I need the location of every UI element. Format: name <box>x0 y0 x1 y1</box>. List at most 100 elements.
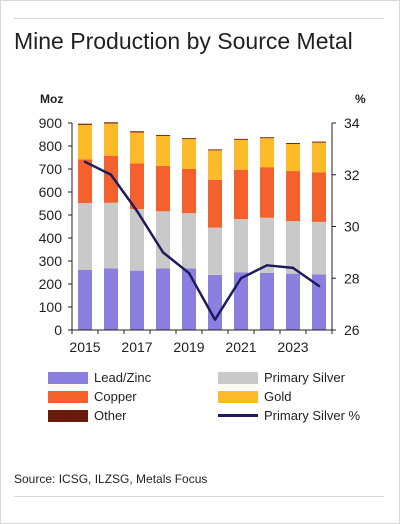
bar-copper-2015 <box>78 159 92 204</box>
point-primary-silver-pct-2020 <box>213 318 217 321</box>
bar-lead-zinc-2022 <box>260 272 274 330</box>
point-primary-silver-pct-2024 <box>317 284 321 288</box>
bar-lead-zinc-2015 <box>78 269 92 330</box>
bar-primary-silver-2020 <box>208 227 222 275</box>
bar-copper-2022 <box>260 167 274 218</box>
bar-copper-2020 <box>208 179 222 228</box>
bar-copper-2024 <box>312 172 326 222</box>
bar-lead-zinc-2023 <box>286 273 300 330</box>
bar-other-2024 <box>312 141 326 143</box>
bar-gold-2020 <box>208 150 222 180</box>
bar-lead-zinc-2020 <box>208 274 222 330</box>
point-primary-silver-pct-2021 <box>239 277 243 280</box>
legend-label-lead-zinc: Lead/Zinc <box>94 370 152 385</box>
bar-other-2015 <box>78 123 92 125</box>
left-tick-label-0: 0 <box>54 322 62 338</box>
point-primary-silver-pct-2018 <box>161 251 165 254</box>
source-note: Source: ICSG, ILZSG, Metals Focus <box>14 472 208 486</box>
right-axis-unit: % <box>355 92 366 106</box>
left-axis-unit: Moz <box>40 92 64 106</box>
point-primary-silver-pct-2023 <box>291 266 295 270</box>
left-tick-label-600: 600 <box>39 184 63 200</box>
bar-other-2022 <box>260 137 274 139</box>
right-tick-label-32: 32 <box>344 167 360 183</box>
point-primary-silver-pct-2016 <box>109 173 113 176</box>
bar-lead-zinc-2021 <box>234 272 248 330</box>
bar-gold-2021 <box>234 139 248 170</box>
right-tick-label-28: 28 <box>344 270 360 286</box>
bar-primary-silver-2023 <box>286 221 300 274</box>
legend-swatch-copper <box>48 390 88 403</box>
legend-label-copper: Copper <box>94 389 137 404</box>
bar-copper-2016 <box>104 155 118 203</box>
left-tick-label-200: 200 <box>39 276 63 292</box>
title-rule <box>14 18 384 19</box>
bar-copper-2018 <box>156 165 170 212</box>
point-primary-silver-pct-2022 <box>265 264 269 267</box>
right-tick-label-30: 30 <box>344 219 360 235</box>
bar-lead-zinc-2019 <box>182 268 196 330</box>
legend-swatch-lead-zinc <box>48 371 88 384</box>
x-tick-label-2017: 2017 <box>121 339 152 355</box>
bar-gold-2017 <box>130 132 144 164</box>
x-tick-label-2019: 2019 <box>173 339 204 355</box>
legend-item-primary-silver-pct: Primary Silver % <box>218 408 360 423</box>
bar-lead-zinc-2017 <box>130 270 144 330</box>
bar-primary-silver-2017 <box>130 209 144 271</box>
left-tick-label-700: 700 <box>39 161 63 177</box>
bar-other-2019 <box>182 138 196 140</box>
bar-gold-2024 <box>312 142 326 173</box>
x-tick-label-2015: 2015 <box>69 339 100 355</box>
right-tick-label-26: 26 <box>344 322 360 338</box>
bar-other-2023 <box>286 143 300 144</box>
bar-lead-zinc-2016 <box>104 268 118 330</box>
bar-other-2020 <box>208 149 222 151</box>
point-primary-silver-pct-2017 <box>135 209 139 213</box>
legend-label-other: Other <box>94 408 127 423</box>
point-primary-silver-pct-2019 <box>187 271 191 275</box>
bar-other-2018 <box>156 134 170 136</box>
chart-title: Mine Production by Source Metal <box>14 28 353 54</box>
bar-gold-2023 <box>286 143 300 172</box>
bar-gold-2022 <box>260 138 274 168</box>
left-tick-label-100: 100 <box>39 299 63 315</box>
right-tick-label-34: 34 <box>344 115 360 131</box>
bar-copper-2019 <box>182 169 196 214</box>
bar-gold-2018 <box>156 135 170 166</box>
bar-gold-2016 <box>104 123 118 156</box>
legend-item-lead-zinc: Lead/Zinc <box>48 370 151 385</box>
legend-swatch-primary-silver <box>218 371 258 384</box>
bar-copper-2021 <box>234 169 248 220</box>
bar-primary-silver-2021 <box>234 219 248 273</box>
legend-label-gold: Gold <box>264 389 292 404</box>
legend-label-primary-silver: Primary Silver <box>264 370 345 385</box>
left-tick-label-900: 900 <box>39 115 63 131</box>
left-tick-label-800: 800 <box>39 138 63 154</box>
point-primary-silver-pct-2015 <box>83 160 87 164</box>
legend-swatch-primary-silver-pct <box>218 414 258 417</box>
legend-item-copper: Copper <box>48 389 137 404</box>
bar-primary-silver-2018 <box>156 211 170 269</box>
bar-primary-silver-2019 <box>182 213 196 269</box>
bar-lead-zinc-2018 <box>156 268 170 330</box>
bar-primary-silver-2024 <box>312 221 326 275</box>
bar-other-2016 <box>104 122 118 124</box>
bar-primary-silver-2016 <box>104 202 118 269</box>
legend-label-primary-silver-pct: Primary Silver % <box>264 408 361 423</box>
bar-other-2021 <box>234 138 248 140</box>
bottom-rule <box>14 496 384 497</box>
legend-swatch-gold <box>218 390 258 403</box>
left-tick-label-400: 400 <box>39 230 63 246</box>
left-tick-label-300: 300 <box>39 253 63 269</box>
legend-swatch-other <box>48 409 88 422</box>
x-tick-label-2023: 2023 <box>277 339 308 355</box>
bar-primary-silver-2015 <box>78 203 92 270</box>
bar-lead-zinc-2024 <box>312 274 326 330</box>
bar-other-2017 <box>130 131 144 133</box>
bar-primary-silver-2022 <box>260 217 274 273</box>
legend-item-other: Other <box>48 408 127 423</box>
bar-gold-2019 <box>182 139 196 169</box>
bar-copper-2023 <box>286 171 300 222</box>
legend-item-gold: Gold <box>218 389 291 404</box>
